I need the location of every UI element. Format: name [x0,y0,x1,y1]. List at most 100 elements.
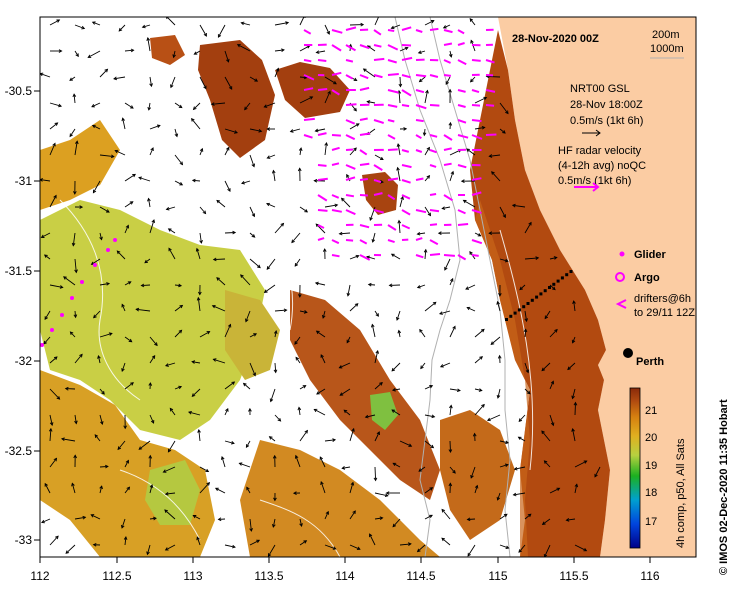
hf-vector [331,209,342,213]
current-vector-head [165,363,169,367]
current-vector-head [418,468,423,472]
current-vector [524,362,529,373]
current-vector [199,232,202,244]
current-vector [124,174,136,182]
x-tick-label: 112 [30,569,49,583]
current-vector-head [550,380,555,385]
current-vector-head [498,292,502,297]
current-vector [193,515,201,520]
hf-vector [331,254,340,258]
current-vector [424,414,435,418]
current-vector-head [138,176,142,180]
current-vector [196,537,201,546]
hf-vector [303,117,315,121]
current-vector [93,180,101,193]
current-vector-head [93,314,97,319]
current-vector-head [92,542,97,547]
current-vector-head [132,173,136,178]
hf-vector [373,164,383,171]
current-vector-head [448,53,453,58]
hf-vector [443,194,454,202]
current-vector-head [198,291,202,296]
current-vector-head [203,85,207,90]
current-vector [241,180,251,184]
hf-vector [345,44,356,52]
current-vector [349,123,360,130]
current-vector [324,439,336,442]
current-vector [168,440,176,453]
current-vector [299,148,302,156]
current-vector [474,388,482,392]
current-vector-head [466,306,471,311]
current-vector-head [583,460,588,464]
current-vector-head [205,468,210,473]
current-vector-head [426,146,430,151]
current-vector [299,96,313,104]
current-vector [449,171,454,182]
current-vector [512,204,526,208]
current-vector-head [380,156,384,161]
current-vector-head [573,401,578,406]
current-vector [164,509,176,520]
current-vector-head [338,365,343,369]
current-vector-head [138,446,143,450]
current-vector-head [398,83,403,88]
current-vector [291,232,301,243]
current-vector-head [391,388,396,392]
current-vector-head [40,234,45,238]
current-vector-head [543,460,548,464]
current-vector-head [191,178,196,183]
current-vector-head [355,254,360,259]
current-vector [497,492,501,501]
current-vector-head [74,140,79,145]
current-vector-head [231,544,236,549]
current-vector [369,206,376,221]
current-vector [295,357,301,364]
current-vector-head [450,170,455,175]
current-vector [544,460,551,468]
hf-vector [359,162,370,166]
current-vector-head [550,422,555,427]
current-vector-head [583,548,588,552]
hf-vector [373,57,385,61]
current-vector [469,18,476,26]
current-vector-head [149,83,153,88]
current-vector-head [251,234,256,238]
current-vector [49,414,53,426]
glider-track [505,270,573,321]
current-vector-head [230,440,235,445]
current-vector [148,198,151,208]
current-vector [49,284,63,288]
current-vector-head [130,382,134,386]
current-vector [339,232,351,235]
hf-vector [415,104,427,110]
hf-vector [485,89,496,93]
current-vector-head [151,355,156,359]
current-vector-head [392,462,397,467]
current-vector-head [291,239,295,244]
current-vector-head [373,477,378,482]
current-vector-head [512,492,517,497]
current-vector-head [187,410,192,415]
current-vector [541,430,551,442]
current-vector-head [419,328,423,333]
current-vector-head [90,514,95,518]
current-vector-head [73,314,78,319]
current-vector-head [206,481,211,486]
hf-vector [429,223,438,226]
current-vector-head [114,149,119,154]
current-vector-head [127,281,132,285]
current-vector-head [571,428,575,432]
hf-vector [401,26,412,31]
nrt-legend-line1: NRT00 GSL [570,83,630,95]
current-vector-head [146,36,151,41]
hf-vector [331,71,342,76]
hf-vector [415,29,423,33]
current-vector [136,308,151,312]
current-vector-head [191,393,196,397]
current-vector-head [353,147,357,152]
current-vector [244,102,251,110]
current-vector [124,460,129,468]
current-vector [397,143,401,156]
